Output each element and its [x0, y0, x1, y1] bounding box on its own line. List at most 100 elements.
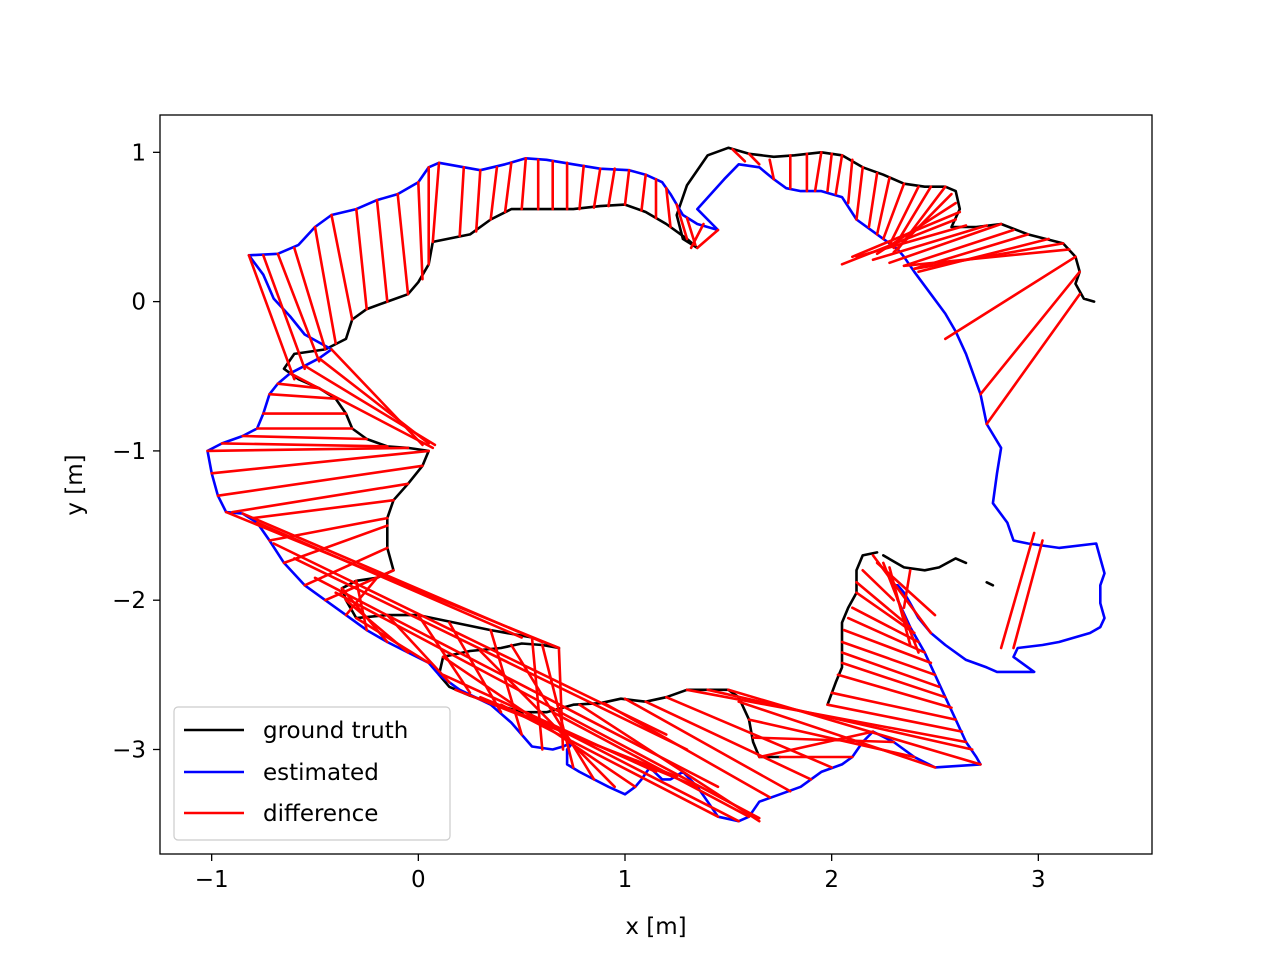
x-axis-label: x [m] [625, 914, 686, 940]
y-tick-label-3: −1 [112, 439, 146, 465]
difference-segment-41 [855, 166, 865, 221]
difference-segment-3 [276, 252, 321, 363]
y-tick-label-5: −3 [112, 737, 146, 763]
axes-frame [159, 114, 1153, 855]
legend: ground truth estimated difference [173, 706, 451, 841]
difference-segment-73 [850, 606, 920, 644]
difference-segment-12 [431, 161, 441, 244]
difference-segment-88 [757, 730, 875, 759]
difference-segment-61 [979, 270, 1081, 396]
difference-segment-6 [330, 213, 354, 321]
difference-segment-74 [846, 616, 927, 654]
difference-segment-9 [396, 192, 410, 296]
difference-segment-32 [731, 148, 747, 163]
difference-segment-83 [706, 688, 974, 751]
difference-segment-21 [578, 164, 586, 211]
x-tick-label-3: 1 [618, 867, 633, 893]
difference-segment-103 [509, 643, 596, 781]
legend-label-difference: difference [263, 801, 378, 827]
difference-segment-60 [943, 255, 1077, 341]
difference-segment-91 [644, 700, 813, 781]
difference-segment-22 [592, 167, 602, 209]
difference-segment-85 [737, 700, 937, 769]
difference-segment-33 [747, 152, 761, 166]
difference-segment-139 [292, 557, 689, 751]
x-tick-label-2: 0 [411, 867, 426, 893]
difference-segment-25 [640, 173, 648, 212]
difference-segment-27 [664, 186, 672, 229]
difference-segment-63 [999, 531, 1036, 650]
difference-segment-130 [276, 382, 321, 390]
difference-segment-100 [441, 673, 658, 774]
difference-segment-81 [826, 703, 964, 733]
y-tick-label-2: 0 [131, 290, 146, 316]
difference-segment-54 [888, 222, 1003, 265]
difference-segment-76 [840, 640, 937, 677]
difference-segment-77 [840, 651, 941, 689]
difference-segment-134 [330, 348, 424, 447]
difference-segment-105 [557, 646, 565, 751]
difference-segment-14 [474, 168, 482, 233]
ticks-layer: −1 0 1 2 3 1 0 −1 −2 −3 [112, 140, 1046, 893]
difference-segment-122 [216, 464, 424, 498]
difference-segment-133 [317, 356, 431, 445]
difference-segment-68 [888, 566, 912, 647]
difference-segment-42 [867, 171, 879, 229]
difference-segment-5 [313, 225, 338, 345]
difference-segment-38 [826, 152, 834, 193]
difference-segment-13 [458, 166, 466, 238]
difference-segment-10 [416, 180, 424, 281]
difference-segment-140 [313, 576, 720, 789]
difference-segment-24 [623, 168, 631, 206]
legend-label-estimated: estimated [263, 760, 379, 786]
difference-segment-86 [747, 718, 916, 759]
difference-segment-37 [813, 151, 823, 193]
series-ground-truth-line-3 [881, 554, 968, 572]
difference-segment-102 [478, 649, 617, 789]
x-tick-label-5: 3 [1031, 867, 1046, 893]
difference-segment-43 [875, 176, 891, 236]
difference-segment-44 [881, 182, 906, 241]
x-tick-label-4: 2 [824, 867, 839, 893]
difference-segment-57 [917, 237, 1050, 274]
difference-segment-30 [689, 222, 705, 250]
difference-segment-62 [985, 292, 1081, 426]
difference-segment-53 [871, 224, 989, 262]
difference-segment-75 [842, 628, 933, 665]
difference-segment-39 [834, 154, 844, 196]
legend-label-ground-truth: ground truth [263, 718, 408, 744]
difference-segment-55 [902, 228, 1015, 268]
difference-segment-64 [1012, 539, 1044, 650]
series-layer [206, 146, 1106, 823]
difference-segment-97 [499, 703, 720, 819]
difference-segment-141 [334, 591, 761, 820]
difference-segment-112 [344, 598, 410, 654]
difference-segment-138 [272, 542, 668, 736]
difference-segment-78 [840, 661, 947, 699]
difference-segment-92 [623, 697, 792, 793]
difference-segment-136 [241, 512, 544, 644]
difference-segment-1 [247, 254, 296, 381]
series-ground-truth-line-2 [826, 551, 879, 707]
difference-segment-70 [861, 568, 896, 602]
difference-segment-126 [241, 434, 369, 441]
x-tick-label-1: −1 [195, 867, 229, 893]
difference-segment-123 [210, 449, 431, 475]
difference-segment-120 [251, 498, 395, 520]
difference-segment-2 [261, 254, 307, 371]
legend-box [173, 706, 451, 841]
difference-segment-8 [375, 198, 389, 303]
difference-segment-23 [607, 167, 617, 208]
difference-segment-16 [503, 161, 513, 214]
difference-segment-4 [292, 246, 327, 351]
difference-segment-28 [675, 203, 689, 241]
difference-segment-15 [489, 166, 499, 221]
y-axis-label: y [m] [62, 454, 88, 515]
difference-segment-137 [255, 521, 524, 639]
difference-segment-79 [836, 673, 953, 710]
difference-segment-109 [416, 613, 472, 695]
difference-segment-115 [344, 576, 379, 617]
series-ground-truth-line-4 [985, 580, 995, 587]
difference-segment-7 [354, 207, 369, 311]
